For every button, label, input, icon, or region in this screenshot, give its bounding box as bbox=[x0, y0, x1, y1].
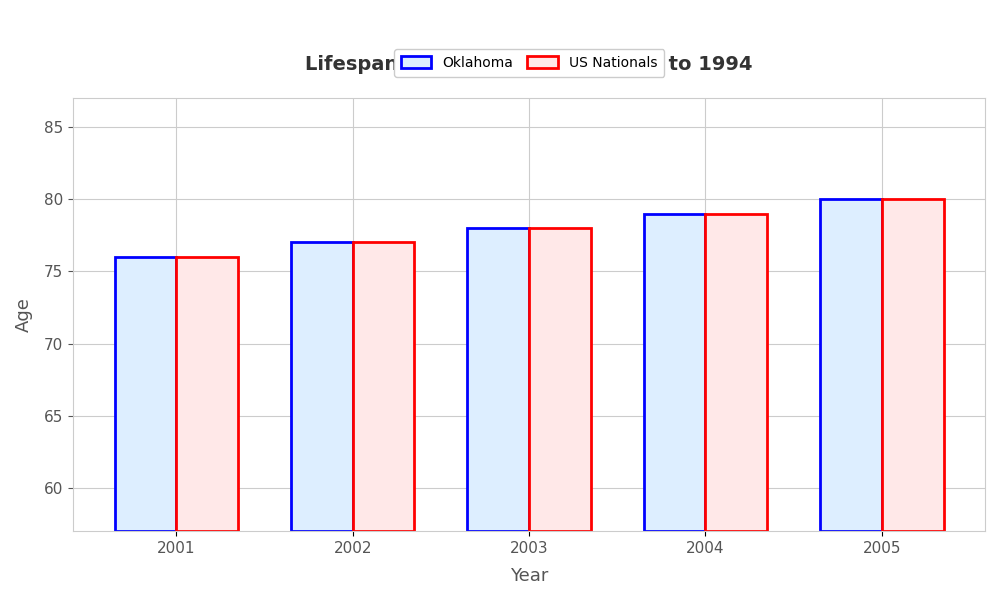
Bar bbox=[882, 199, 944, 531]
Bar bbox=[820, 199, 882, 531]
Bar bbox=[353, 242, 414, 531]
Bar bbox=[644, 214, 705, 531]
Title: Lifespan in Oklahoma from 1972 to 1994: Lifespan in Oklahoma from 1972 to 1994 bbox=[305, 55, 753, 74]
Y-axis label: Age: Age bbox=[15, 297, 33, 332]
Legend: Oklahoma, US Nationals: Oklahoma, US Nationals bbox=[394, 49, 664, 77]
Bar bbox=[529, 228, 591, 531]
Bar bbox=[176, 257, 238, 531]
Bar bbox=[291, 242, 353, 531]
Bar bbox=[705, 214, 767, 531]
Bar bbox=[115, 257, 176, 531]
Bar bbox=[467, 228, 529, 531]
X-axis label: Year: Year bbox=[510, 567, 548, 585]
